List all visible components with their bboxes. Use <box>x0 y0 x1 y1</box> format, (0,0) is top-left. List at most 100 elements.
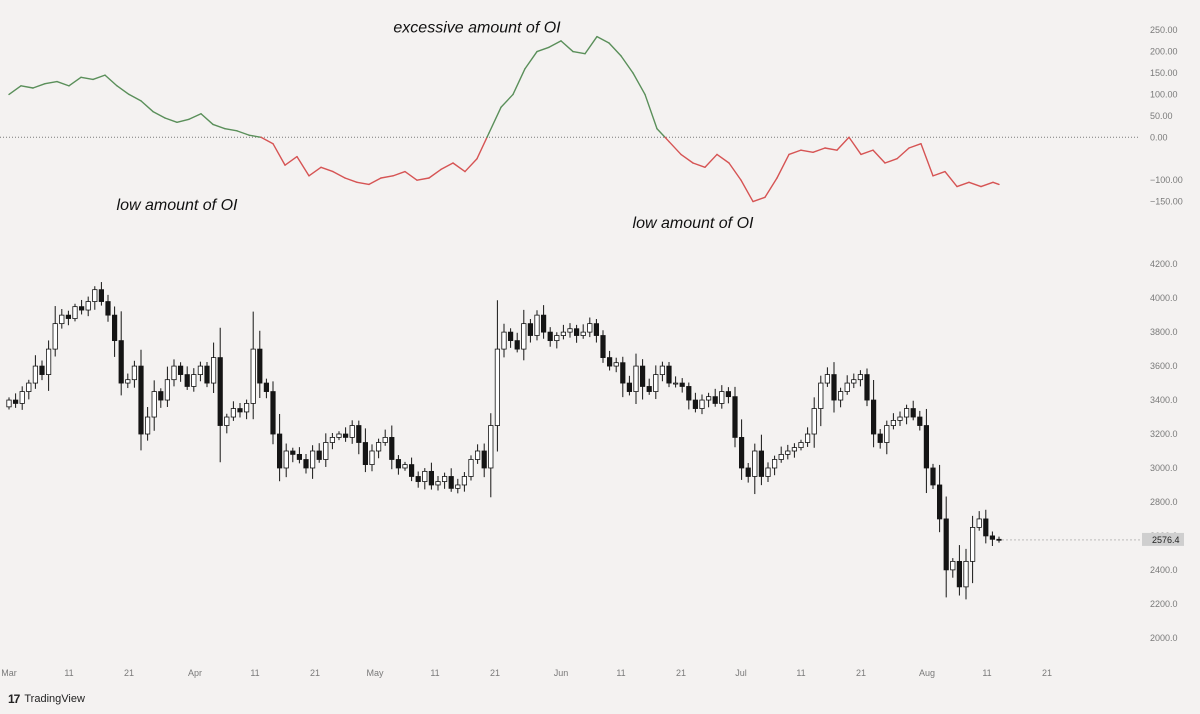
candle <box>653 365 659 400</box>
candle <box>276 413 283 482</box>
candle-body <box>580 331 586 336</box>
candle <box>395 455 402 475</box>
oi-line-segment <box>656 128 666 138</box>
oi-line-segment <box>776 153 790 179</box>
oi-line-segment <box>284 155 298 166</box>
x-tick-label: 11 <box>64 668 73 678</box>
candle-body <box>151 391 157 418</box>
oi-line-segment <box>692 162 706 168</box>
oi-line-segment <box>596 35 610 44</box>
candle <box>541 305 547 339</box>
candle-body <box>382 437 388 443</box>
candle-body <box>184 374 190 387</box>
candle <box>125 373 131 389</box>
candle-body <box>976 518 982 528</box>
oi-line-segment <box>620 55 634 74</box>
candle-body <box>791 447 798 452</box>
oi-line-segment <box>320 166 334 173</box>
candle <box>712 388 718 407</box>
candle <box>217 327 223 463</box>
candle-body <box>752 450 758 477</box>
candle-body <box>243 403 250 413</box>
candle-body <box>19 391 25 404</box>
candle-body <box>362 442 369 465</box>
candle <box>507 328 514 348</box>
candle <box>626 375 633 396</box>
oi-line-segment <box>584 35 598 55</box>
candle <box>488 413 494 498</box>
candle <box>12 393 19 408</box>
oi-line-segment <box>116 85 130 96</box>
price-y-tick-label: 3800.0 <box>1150 327 1178 337</box>
candle <box>171 359 177 387</box>
oi-line-segment <box>512 68 526 96</box>
candle <box>943 496 949 598</box>
candle <box>831 362 837 413</box>
oi-line-segment <box>200 113 214 126</box>
candle <box>481 443 487 478</box>
oi-line-segment <box>800 149 814 153</box>
candle <box>197 361 203 382</box>
oi-line-segment <box>956 181 970 188</box>
x-tick-label: 11 <box>796 668 805 678</box>
candle-body <box>996 538 1002 541</box>
price-y-tick-label: 2400.0 <box>1150 565 1178 575</box>
x-tick-label: 21 <box>124 668 134 678</box>
candle-body <box>950 560 956 571</box>
oi-line-segment <box>920 143 934 177</box>
oi-line-segment <box>332 170 346 179</box>
oi-line-segment <box>944 170 958 188</box>
candle <box>349 420 355 444</box>
candle <box>547 327 553 347</box>
candle <box>904 404 910 425</box>
candle <box>752 443 758 495</box>
oi-line-segment <box>932 170 946 177</box>
candle <box>79 299 85 315</box>
oi-line-segment <box>20 85 34 89</box>
candle-body <box>468 459 474 477</box>
candle <box>844 375 850 395</box>
candle <box>640 359 646 400</box>
candle-body <box>112 314 118 342</box>
x-tick-label: 21 <box>856 668 866 678</box>
candle <box>316 443 322 463</box>
candle <box>461 472 468 492</box>
oi-line-segment <box>212 123 226 130</box>
x-tick-label: Apr <box>188 668 202 678</box>
candle-body <box>963 560 969 588</box>
candle-body <box>395 459 402 469</box>
x-tick-label: 21 <box>1042 668 1052 678</box>
candle <box>501 323 507 358</box>
candle <box>375 438 382 459</box>
candle <box>917 410 923 431</box>
brand[interactable]: 17 TradingView <box>8 692 85 706</box>
candle-body <box>342 433 349 438</box>
candle-body <box>871 399 877 435</box>
candle <box>857 370 864 387</box>
candle-body <box>224 416 230 426</box>
candle-body <box>191 374 197 387</box>
candle-body <box>527 323 534 336</box>
oi-line-segment <box>80 76 94 81</box>
candle-body <box>600 335 606 358</box>
candle-body <box>732 396 738 438</box>
candle-body <box>857 374 864 381</box>
candle-body <box>864 374 870 401</box>
candle <box>402 461 408 471</box>
candle <box>323 433 329 467</box>
candle <box>554 332 560 349</box>
candle <box>811 397 817 448</box>
candle <box>263 378 270 399</box>
candle-body <box>389 437 395 460</box>
candle-body <box>613 362 619 367</box>
candle <box>39 360 45 381</box>
candle <box>666 362 672 388</box>
candle-body <box>785 450 791 455</box>
candle <box>877 429 883 449</box>
candle-body <box>329 437 336 443</box>
candle <box>963 548 969 600</box>
oi-line-segment <box>968 181 982 188</box>
price-y-tick-label: 3400.0 <box>1150 395 1178 405</box>
oi-line-segment <box>908 143 922 149</box>
oi-line-segment <box>476 136 488 160</box>
